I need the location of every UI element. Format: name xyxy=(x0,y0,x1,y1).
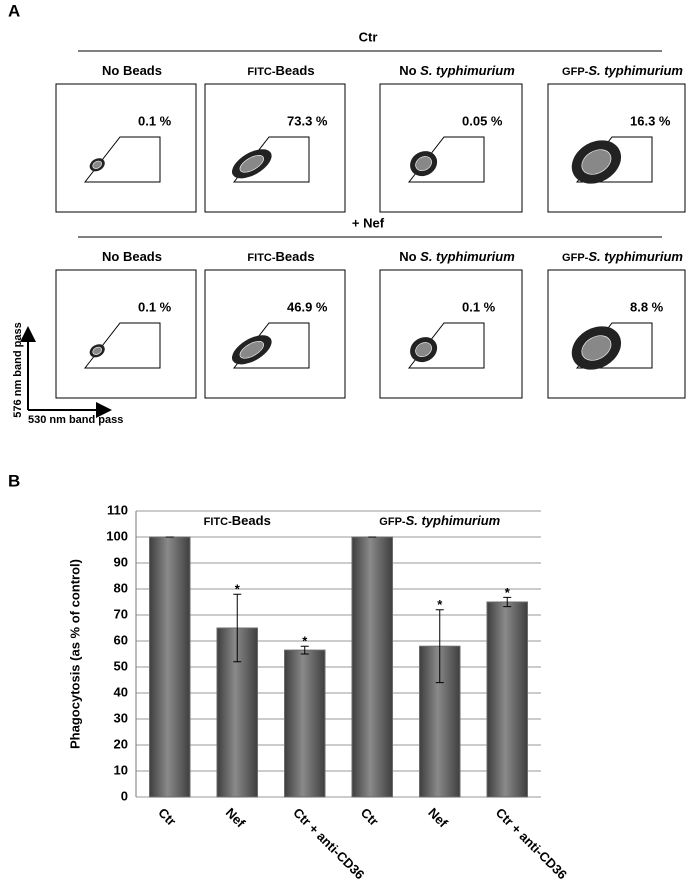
y-tick-label: 60 xyxy=(114,632,128,647)
gate xyxy=(83,136,161,183)
y-tick-label: 30 xyxy=(114,710,128,725)
contour xyxy=(581,335,612,361)
header: FITC-Beads xyxy=(247,249,314,264)
y-axis-label: 576 nm band pass xyxy=(12,322,24,417)
gate-percent: 16.3 % xyxy=(630,113,671,128)
header-part: No xyxy=(399,63,420,78)
contour xyxy=(239,341,264,359)
gate-percent: 46.9 % xyxy=(287,299,328,314)
header: No Beads xyxy=(102,63,162,78)
y-tick-label: 100 xyxy=(106,528,128,543)
header-part: No xyxy=(399,249,420,264)
y-tick-label: 110 xyxy=(107,502,128,517)
x-tick-label: Nef xyxy=(425,805,451,831)
header-part: S. typhimurium xyxy=(406,513,501,528)
y-tick-label: 20 xyxy=(114,736,128,751)
bar xyxy=(351,536,393,798)
header-part: FITC- xyxy=(247,66,275,78)
significance: * xyxy=(302,634,308,649)
header: GFP-S. typhimurium xyxy=(379,513,500,528)
error-bar xyxy=(435,609,444,684)
group-title: Ctr xyxy=(359,29,378,44)
header-part: Beads xyxy=(276,63,315,78)
y-tick-label: 70 xyxy=(114,606,128,621)
y-tick-label: 50 xyxy=(114,658,128,673)
x-tick-label: Nef xyxy=(223,805,249,831)
gate-percent: 0.05 % xyxy=(462,113,503,128)
plot-frame xyxy=(379,83,523,213)
y-tick-label: 40 xyxy=(114,684,128,699)
x-axis-label: 530 nm band pass xyxy=(28,414,123,426)
header-part: No Beads xyxy=(102,249,162,264)
significance: * xyxy=(235,582,241,597)
gate-percent: 0.1 % xyxy=(138,299,172,314)
significance: * xyxy=(437,597,443,612)
y-axis-label: Phagocytosis (as % of control) xyxy=(67,559,82,749)
gate xyxy=(407,136,485,183)
gate-percent: 0.1 % xyxy=(462,299,496,314)
bar xyxy=(149,536,191,798)
header-part: GFP- xyxy=(562,252,589,264)
contour xyxy=(415,156,432,172)
x-tick-label: Ctr + anti-CD36 xyxy=(290,805,367,882)
header: FITC-Beads xyxy=(247,63,314,78)
header-part: S. typhimurium xyxy=(420,249,515,264)
gate-percent: 8.8 % xyxy=(630,299,664,314)
contour xyxy=(581,149,612,175)
x-tick-label: Ctr xyxy=(358,805,382,829)
header-part: GFP- xyxy=(379,516,406,528)
contour xyxy=(415,342,432,358)
header-part: Beads xyxy=(232,513,271,528)
significance: * xyxy=(505,585,511,600)
plot-frame xyxy=(55,269,197,399)
header-part: FITC- xyxy=(204,516,232,528)
header: No S. typhimurium xyxy=(399,63,515,78)
header-part: Beads xyxy=(276,249,315,264)
header-part: S. typhimurium xyxy=(588,63,683,78)
panel-label: B xyxy=(8,471,20,490)
contour xyxy=(239,155,264,173)
header: No Beads xyxy=(102,249,162,264)
header-part: S. typhimurium xyxy=(420,63,515,78)
header: GFP-S. typhimurium xyxy=(562,63,683,78)
y-tick-label: 80 xyxy=(114,580,128,595)
x-tick-label: Ctr xyxy=(155,805,179,829)
header: FITC-Beads xyxy=(204,513,271,528)
y-tick-label: 0 xyxy=(121,788,128,803)
plot-frame xyxy=(379,269,523,399)
header: GFP-S. typhimurium xyxy=(562,249,683,264)
y-tick-label: 10 xyxy=(114,762,128,777)
x-tick-label: Ctr + anti-CD36 xyxy=(493,805,570,882)
gate-percent: 0.1 % xyxy=(138,113,172,128)
header-part: FITC- xyxy=(247,252,275,264)
header: No S. typhimurium xyxy=(399,249,515,264)
plot-frame xyxy=(204,83,346,213)
panel-label: A xyxy=(8,1,20,20)
gate xyxy=(407,322,485,369)
bar xyxy=(284,649,326,798)
header-part: No Beads xyxy=(102,63,162,78)
header-part: GFP- xyxy=(562,66,589,78)
y-tick-label: 90 xyxy=(114,554,128,569)
group-title: + Nef xyxy=(352,215,385,230)
contour xyxy=(92,160,103,169)
error-bar xyxy=(300,645,309,655)
header-part: S. typhimurium xyxy=(588,249,683,264)
error-bar xyxy=(503,596,512,608)
plot-frame xyxy=(204,269,346,399)
contour xyxy=(92,346,103,355)
gate-percent: 73.3 % xyxy=(287,113,328,128)
bar xyxy=(486,601,528,798)
plot-frame xyxy=(55,83,197,213)
gate xyxy=(83,322,161,369)
error-bar xyxy=(233,593,242,663)
